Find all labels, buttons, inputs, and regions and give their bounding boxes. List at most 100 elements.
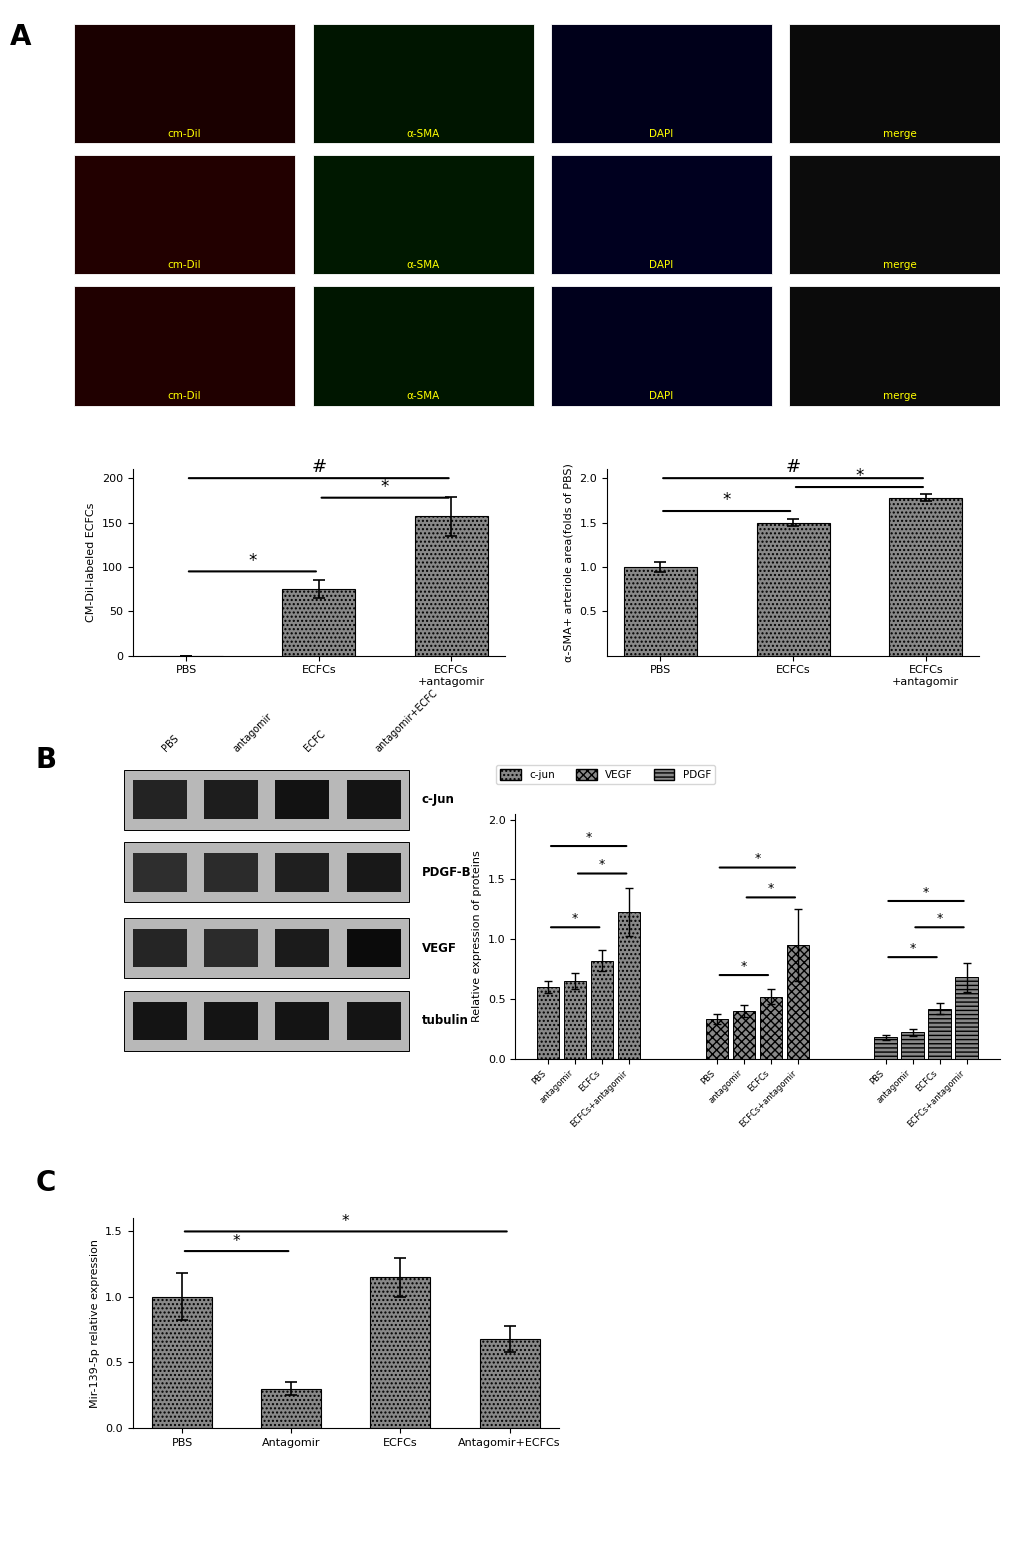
Text: cm-DiI: cm-DiI xyxy=(168,260,202,271)
Text: α-SMA: α-SMA xyxy=(406,260,439,271)
Text: PBS: PBS xyxy=(34,73,44,93)
Bar xyxy=(312,155,533,274)
Text: DAPI: DAPI xyxy=(649,391,673,402)
Bar xyxy=(132,1002,186,1040)
Bar xyxy=(132,781,186,819)
Bar xyxy=(955,977,976,1059)
Text: c-Jun: c-Jun xyxy=(421,793,453,805)
Text: PBS: PBS xyxy=(160,733,180,754)
Text: PDGF-B: PDGF-B xyxy=(421,866,471,878)
Text: antagomir+ECFC: antagomir+ECFC xyxy=(373,688,439,754)
Bar xyxy=(564,982,586,1059)
Text: merge: merge xyxy=(882,260,916,271)
Bar xyxy=(415,516,487,656)
Bar xyxy=(550,286,771,405)
Text: tubulin: tubulin xyxy=(421,1014,468,1028)
Bar xyxy=(124,843,409,903)
Bar xyxy=(537,986,558,1059)
Text: cm-DiI: cm-DiI xyxy=(168,128,202,139)
Bar xyxy=(74,23,294,142)
Text: cm-DiI: cm-DiI xyxy=(168,391,202,402)
Text: A: A xyxy=(10,23,32,51)
Bar xyxy=(74,155,294,274)
Text: *: * xyxy=(598,858,604,870)
Bar xyxy=(618,912,640,1059)
Bar xyxy=(204,853,258,892)
Text: antagomir: antagomir xyxy=(231,711,274,754)
Bar xyxy=(124,770,409,830)
Y-axis label: Mir-139-5p relative expression: Mir-139-5p relative expression xyxy=(90,1238,100,1407)
Text: *: * xyxy=(232,1234,240,1249)
Text: α-SMA: α-SMA xyxy=(406,128,439,139)
Bar xyxy=(591,960,612,1059)
Bar xyxy=(275,1002,329,1040)
Text: *: * xyxy=(922,886,928,898)
Text: DAPI: DAPI xyxy=(649,260,673,271)
Text: ECFC+
antagomir: ECFC+ antagomir xyxy=(28,318,49,373)
Text: *: * xyxy=(380,478,389,496)
Bar xyxy=(152,1297,212,1429)
Bar xyxy=(124,991,409,1051)
Bar xyxy=(312,23,533,142)
Bar xyxy=(204,929,258,968)
Text: ECFC: ECFC xyxy=(34,201,44,229)
Text: #: # xyxy=(785,458,800,476)
Bar xyxy=(124,918,409,979)
Legend: c-jun, VEGF, PDGF: c-jun, VEGF, PDGF xyxy=(495,765,714,784)
Bar xyxy=(346,1002,400,1040)
Text: *: * xyxy=(753,852,760,866)
Bar xyxy=(889,498,961,656)
Bar xyxy=(282,589,355,656)
Bar xyxy=(550,155,771,274)
Text: VEGF: VEGF xyxy=(421,942,455,955)
Bar xyxy=(789,23,1009,142)
Y-axis label: α-SMA+ arteriole area(folds of PBS): α-SMA+ arteriole area(folds of PBS) xyxy=(564,464,574,662)
Text: B: B xyxy=(36,745,57,773)
Bar xyxy=(927,1008,950,1059)
Text: *: * xyxy=(909,942,915,955)
Text: *: * xyxy=(248,552,257,569)
Text: *: * xyxy=(572,912,578,925)
Bar xyxy=(74,286,294,405)
Y-axis label: CM-DiI-labeled ECFCs: CM-DiI-labeled ECFCs xyxy=(87,502,96,621)
Text: *: * xyxy=(767,881,773,895)
Text: DAPI: DAPI xyxy=(649,128,673,139)
Bar xyxy=(261,1388,321,1429)
Text: *: * xyxy=(341,1214,350,1229)
Bar xyxy=(705,1019,728,1059)
Text: *: * xyxy=(935,912,942,925)
Bar xyxy=(346,781,400,819)
Text: *: * xyxy=(740,960,746,972)
Bar xyxy=(275,781,329,819)
Bar xyxy=(901,1033,922,1059)
Bar xyxy=(786,945,808,1059)
Text: #: # xyxy=(311,458,326,476)
Bar xyxy=(132,929,186,968)
Bar xyxy=(624,567,696,656)
Bar xyxy=(732,1011,754,1059)
Bar xyxy=(312,286,533,405)
Bar xyxy=(479,1339,539,1429)
Bar xyxy=(370,1277,430,1429)
Text: *: * xyxy=(585,830,591,844)
Bar xyxy=(789,155,1009,274)
Bar xyxy=(789,286,1009,405)
Bar xyxy=(204,781,258,819)
Text: merge: merge xyxy=(882,128,916,139)
Text: C: C xyxy=(36,1169,56,1197)
Bar xyxy=(346,929,400,968)
Bar xyxy=(275,853,329,892)
Text: *: * xyxy=(721,492,731,509)
Text: α-SMA: α-SMA xyxy=(406,391,439,402)
Bar xyxy=(346,853,400,892)
Text: *: * xyxy=(854,467,863,485)
Text: ECFC: ECFC xyxy=(302,728,327,754)
Bar xyxy=(756,523,828,656)
Y-axis label: Relative expression of proteins: Relative expression of proteins xyxy=(472,850,482,1022)
Bar xyxy=(204,1002,258,1040)
Bar xyxy=(550,23,771,142)
Bar xyxy=(132,853,186,892)
Text: merge: merge xyxy=(882,391,916,402)
Bar xyxy=(873,1037,896,1059)
Bar xyxy=(275,929,329,968)
